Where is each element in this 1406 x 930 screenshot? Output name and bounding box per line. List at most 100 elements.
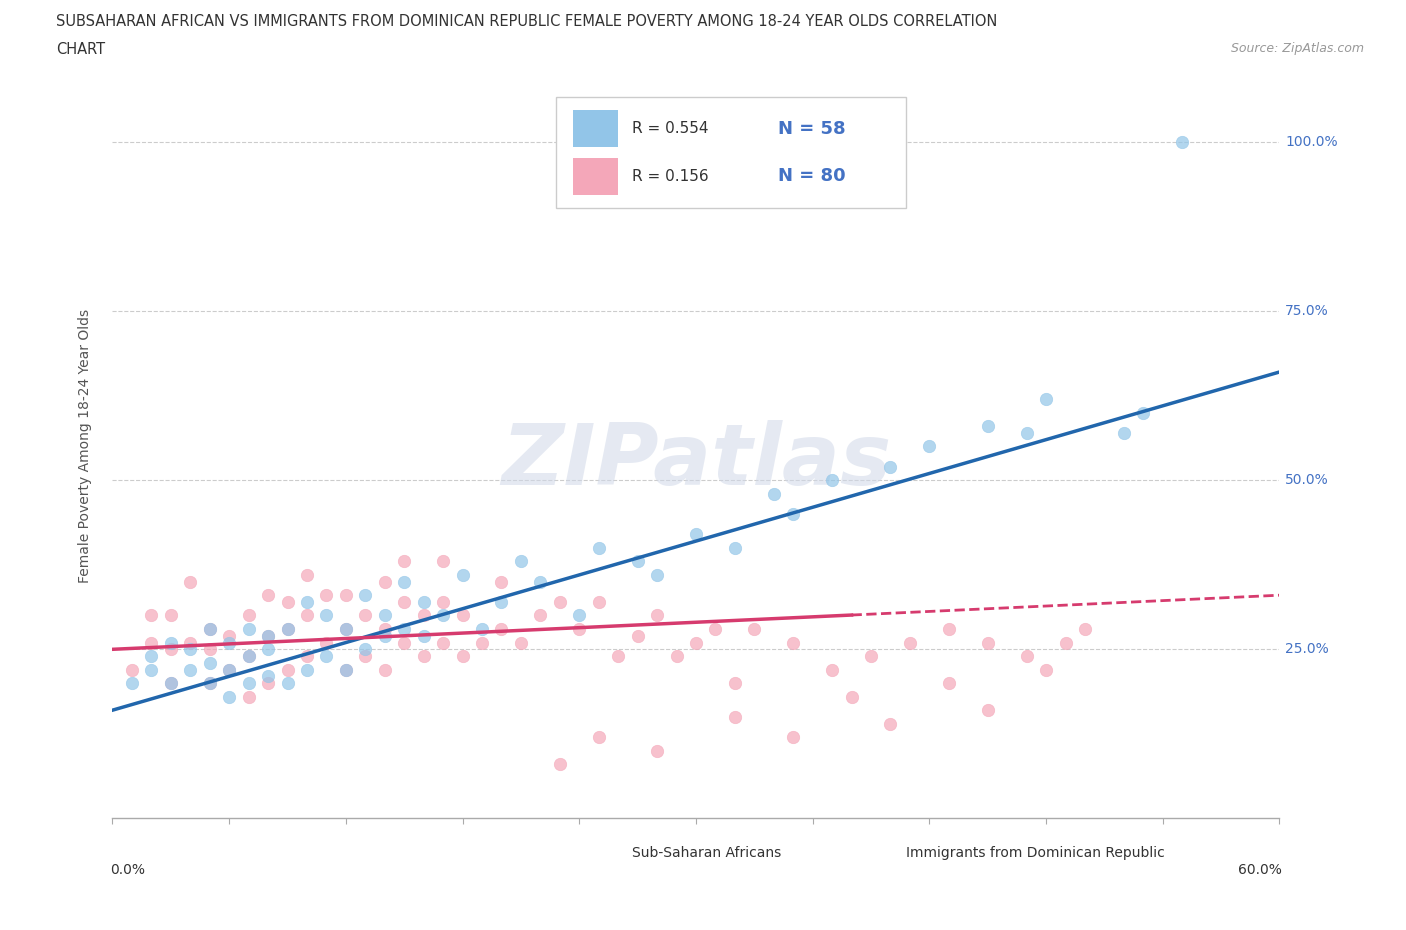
Bar [596,844,626,863]
Point [491,594,513,609]
Point [179,635,201,650]
Point [432,635,454,650]
Point [782,507,804,522]
Point [1171,135,1194,150]
Point [276,662,298,677]
Point [315,608,337,623]
Point [412,608,434,623]
Point [257,676,280,691]
Point [588,730,610,745]
Point [451,608,474,623]
Point [685,635,707,650]
Text: R = 0.156: R = 0.156 [631,169,709,184]
Text: ZIPatlas: ZIPatlas [501,419,891,503]
Text: 75.0%: 75.0% [1285,304,1329,318]
Point [782,730,804,745]
Text: Immigrants from Dominican Republic: Immigrants from Dominican Republic [905,846,1164,860]
Point [645,567,668,582]
Point [335,621,357,636]
Point [879,459,901,474]
Point [276,621,298,636]
Point [257,669,280,684]
Point [491,574,513,589]
Point [198,642,221,657]
Point [432,608,454,623]
FancyBboxPatch shape [555,97,905,208]
Point [276,621,298,636]
Point [295,567,318,582]
Point [529,574,551,589]
Point [257,588,280,603]
Point [665,648,688,663]
Text: N = 80: N = 80 [778,167,845,185]
Text: 25.0%: 25.0% [1285,643,1329,657]
Point [315,588,337,603]
Point [607,648,630,663]
Text: N = 58: N = 58 [778,120,845,138]
Point [179,642,201,657]
Point [141,662,163,677]
Point [276,676,298,691]
Text: 0.0%: 0.0% [110,863,145,877]
Point [238,676,260,691]
Point [1015,425,1038,440]
Point [491,621,513,636]
Point [976,635,998,650]
Point [160,676,183,691]
Text: CHART: CHART [56,42,105,57]
Point [315,648,337,663]
Point [354,648,377,663]
Point [276,594,298,609]
Point [354,642,377,657]
Point [160,642,183,657]
Point [238,648,260,663]
Point [976,703,998,718]
Point [141,648,163,663]
Point [238,648,260,663]
Point [645,608,668,623]
Point [392,635,416,650]
Point [374,629,396,644]
Point [588,594,610,609]
Point [218,689,240,704]
Point [588,540,610,555]
Point [859,648,883,663]
Text: 100.0%: 100.0% [1285,135,1339,149]
Point [335,621,357,636]
Point [704,621,727,636]
Point [160,608,183,623]
Point [1035,392,1057,406]
Point [1015,648,1038,663]
Point [392,554,416,569]
Point [354,608,377,623]
Point [1074,621,1097,636]
Point [198,656,221,671]
Point [432,554,454,569]
Point [315,635,337,650]
Point [160,635,183,650]
Point [198,621,221,636]
Point [295,662,318,677]
Point [412,594,434,609]
Text: 60.0%: 60.0% [1237,863,1282,877]
Point [509,635,531,650]
Point [412,648,434,663]
Point [257,629,280,644]
Point [762,486,785,501]
Point [898,635,921,650]
Point [841,689,863,704]
Point [238,689,260,704]
Point [821,662,844,677]
Point [685,527,707,542]
Point [1054,635,1077,650]
Bar [870,844,900,863]
Point [198,676,221,691]
Text: Source: ZipAtlas.com: Source: ZipAtlas.com [1230,42,1364,55]
Point [976,418,998,433]
Point [471,621,494,636]
Bar [574,158,617,195]
Text: 50.0%: 50.0% [1285,473,1329,487]
Point [179,574,201,589]
Point [374,574,396,589]
Y-axis label: Female Poverty Among 18-24 Year Olds: Female Poverty Among 18-24 Year Olds [77,310,91,583]
